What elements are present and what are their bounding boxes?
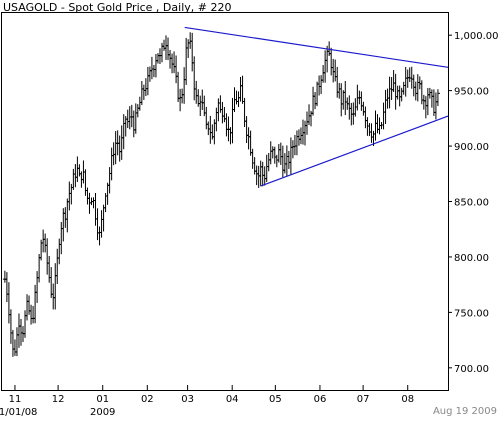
y-axis: 1,000.00 950.00 900.00 850.00 800.00 750.00 70…: [448, 31, 499, 375]
trendline-upper: [184, 26, 449, 68]
x-tick-label: 05: [269, 394, 282, 405]
y-tick-label: 700.00: [454, 364, 489, 375]
x-tick-label: 01: [96, 394, 109, 405]
ohlc-bar: [435, 89, 440, 107]
x-tick-label: 12: [52, 394, 65, 405]
x-tick-sublabel: 11/01/08: [0, 407, 37, 418]
y-tick-label: 1,000.00: [454, 31, 499, 42]
x-tick-label: 04: [226, 394, 239, 405]
x-tick-label: 11: [9, 394, 22, 405]
x-tick-label: 06: [314, 394, 327, 405]
y-tick-label: 800.00: [454, 253, 489, 264]
x-tick-sublabel: 2009: [90, 407, 115, 418]
chart-date-label: Aug 19 2009: [433, 406, 497, 417]
x-tick-label: 07: [357, 394, 370, 405]
price-bars: [2, 32, 440, 357]
x-tick-label: 08: [401, 394, 414, 405]
y-tick-label: 850.00: [454, 198, 489, 209]
y-tick-label: 750.00: [454, 308, 489, 319]
chart-title: USAGOLD - Spot Gold Price , Daily, # 220: [3, 1, 231, 14]
x-tick-label: 02: [141, 394, 154, 405]
x-tick-label: 03: [181, 394, 194, 405]
trendlines: [184, 26, 449, 187]
trendline-lower: [260, 115, 449, 187]
x-axis: 11 11/01/08 12 01 2009 02 03 04 05 06 07 08: [0, 385, 414, 418]
y-tick-label: 950.00: [454, 87, 489, 98]
y-tick-label: 900.00: [454, 142, 489, 153]
